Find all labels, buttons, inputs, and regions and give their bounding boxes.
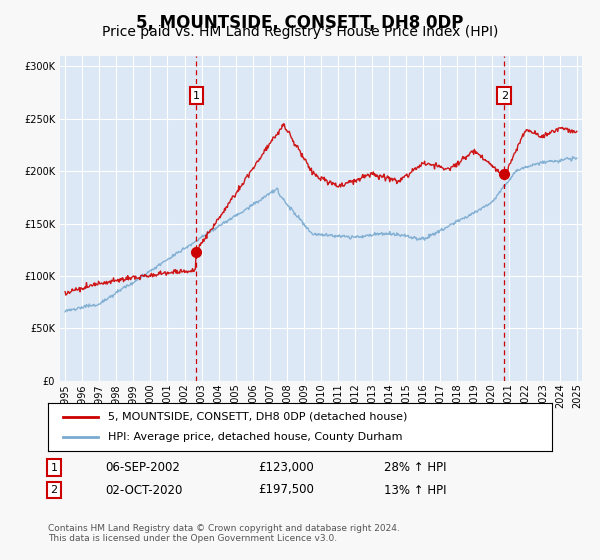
Text: 13% ↑ HPI: 13% ↑ HPI	[384, 483, 446, 497]
Text: 1: 1	[50, 463, 58, 473]
Text: 5, MOUNTSIDE, CONSETT, DH8 0DP (detached house): 5, MOUNTSIDE, CONSETT, DH8 0DP (detached…	[109, 412, 408, 422]
Text: 5, MOUNTSIDE, CONSETT, DH8 0DP: 5, MOUNTSIDE, CONSETT, DH8 0DP	[136, 14, 464, 32]
Text: 1: 1	[193, 91, 200, 101]
Text: 2: 2	[501, 91, 508, 101]
Text: £123,000: £123,000	[258, 461, 314, 474]
Text: Contains HM Land Registry data © Crown copyright and database right 2024.
This d: Contains HM Land Registry data © Crown c…	[48, 524, 400, 543]
Text: 06-SEP-2002: 06-SEP-2002	[105, 461, 180, 474]
Text: Price paid vs. HM Land Registry's House Price Index (HPI): Price paid vs. HM Land Registry's House …	[102, 25, 498, 39]
Text: £197,500: £197,500	[258, 483, 314, 497]
Text: 02-OCT-2020: 02-OCT-2020	[105, 483, 182, 497]
Text: HPI: Average price, detached house, County Durham: HPI: Average price, detached house, Coun…	[109, 432, 403, 442]
Text: 28% ↑ HPI: 28% ↑ HPI	[384, 461, 446, 474]
Text: 2: 2	[50, 485, 58, 495]
